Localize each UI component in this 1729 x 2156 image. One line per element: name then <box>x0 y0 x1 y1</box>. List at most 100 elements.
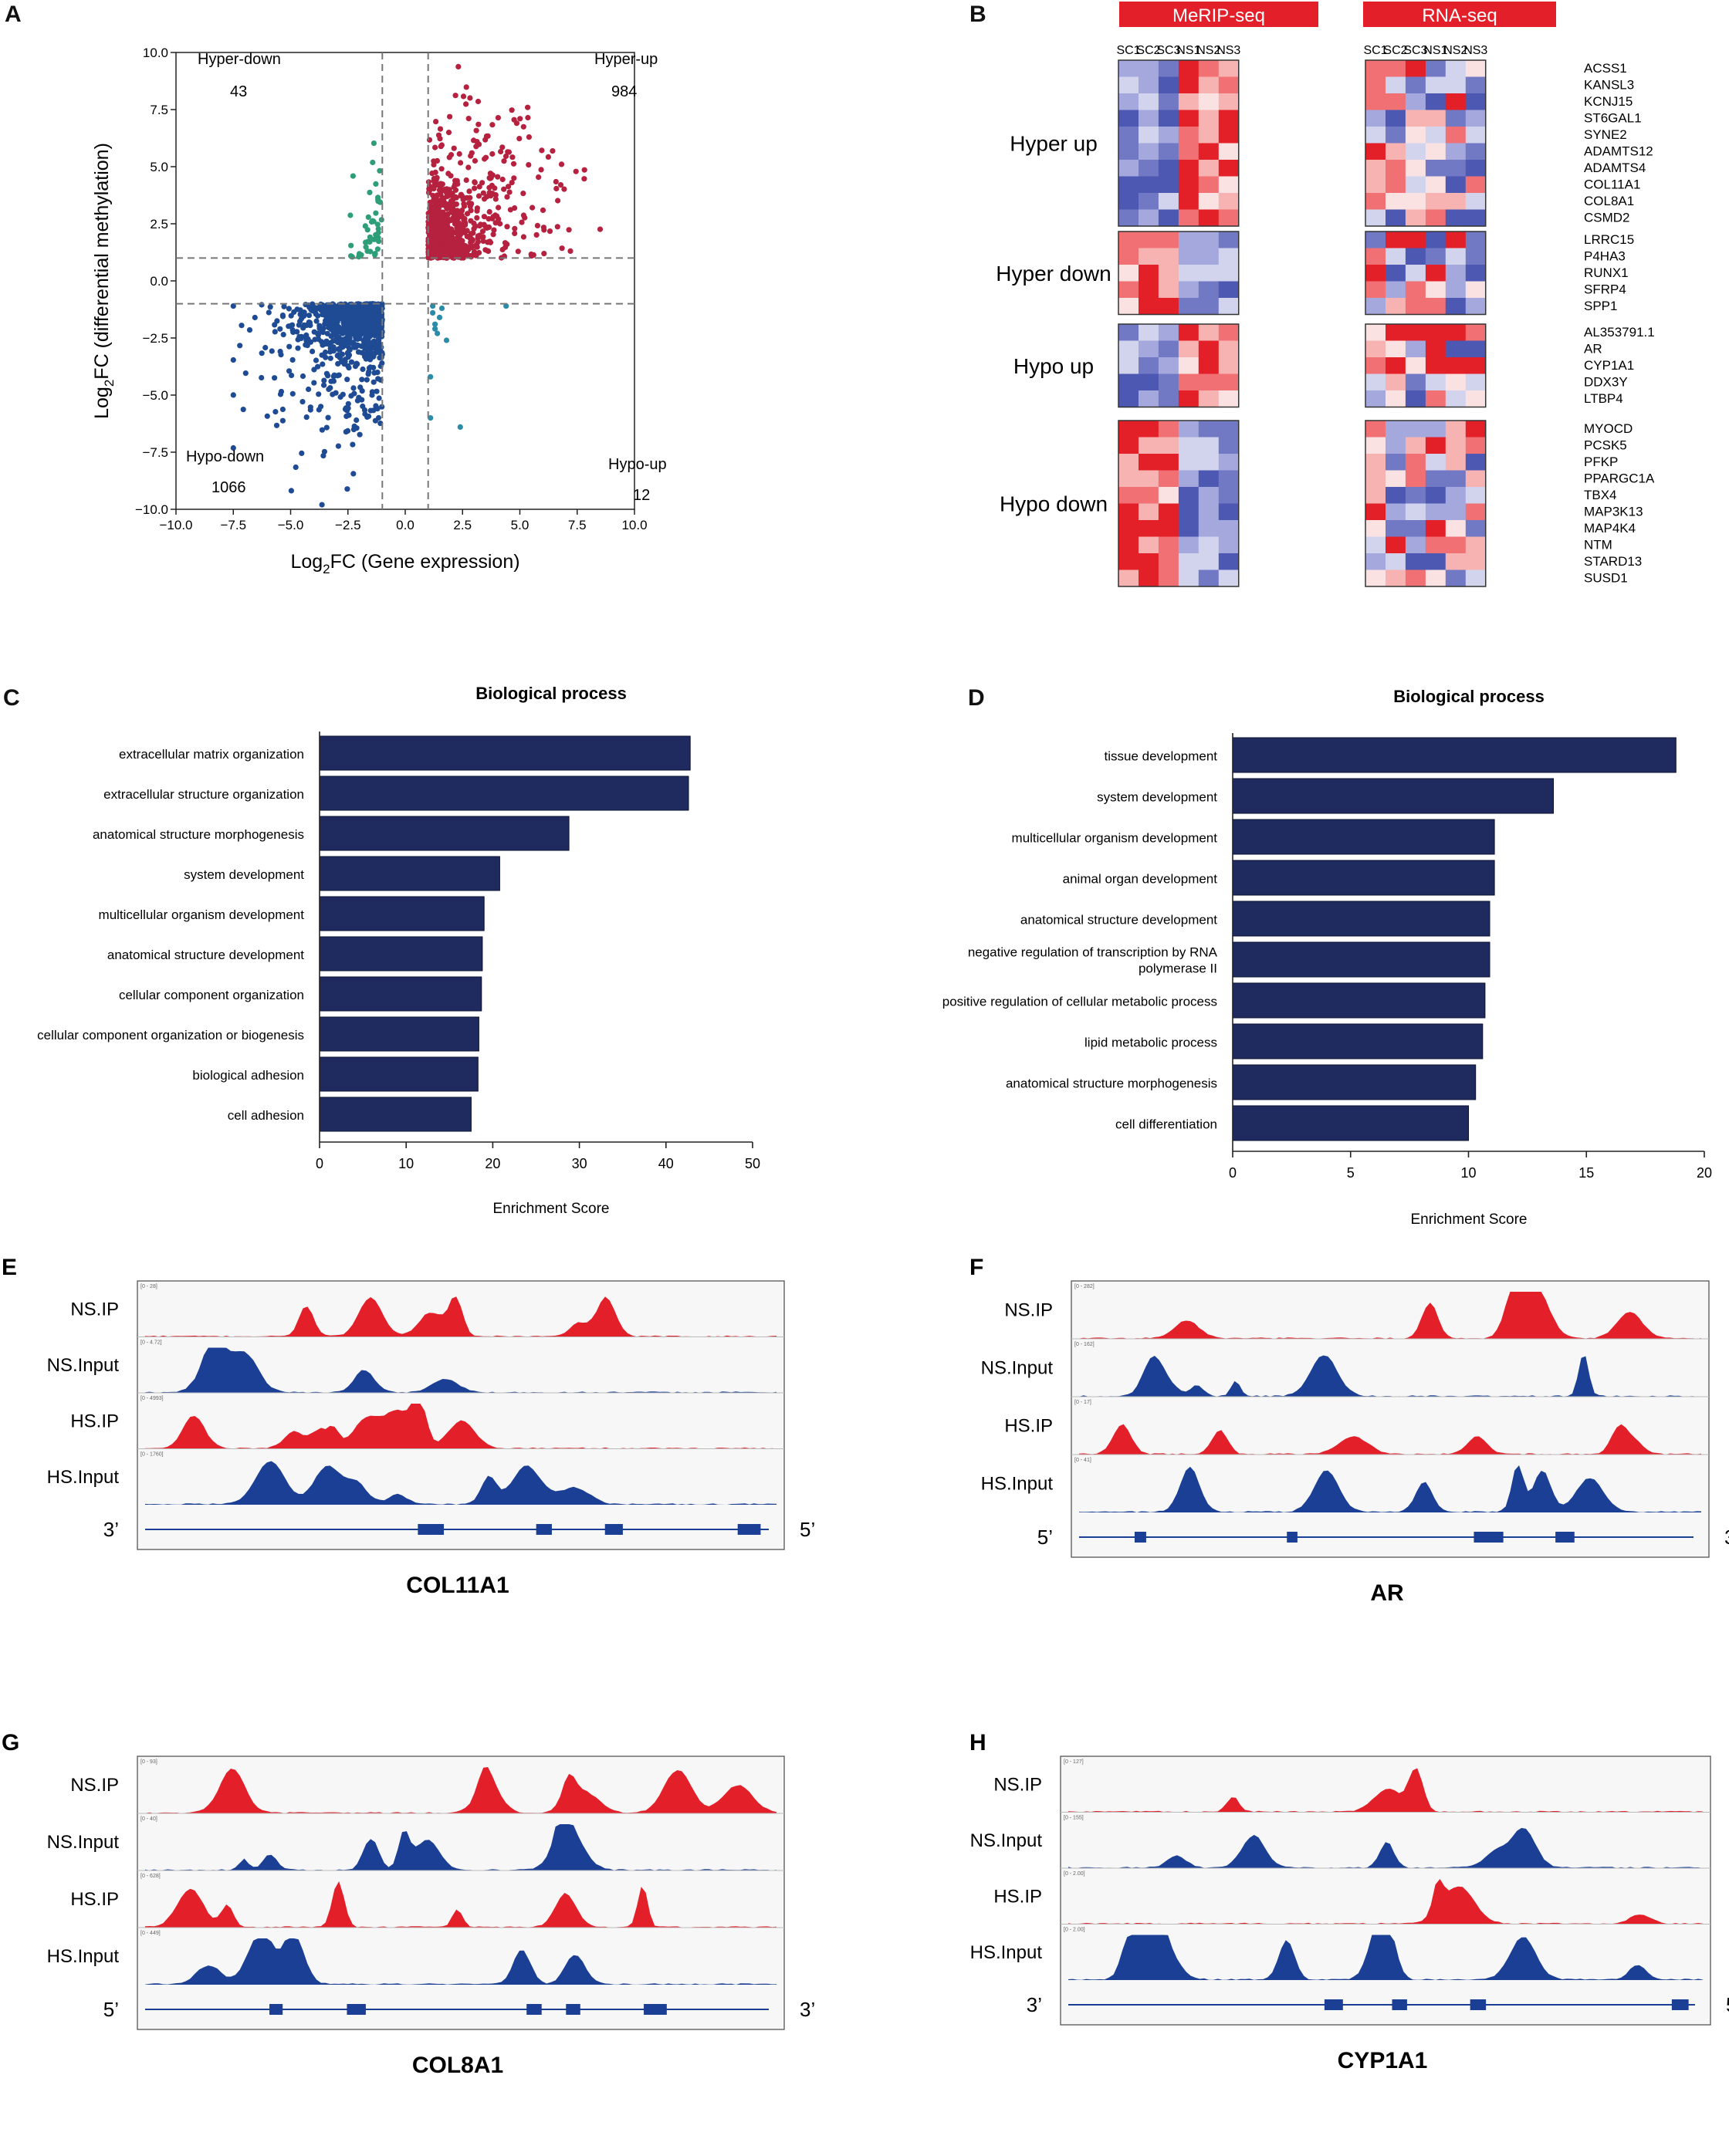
scatter-point <box>533 231 540 238</box>
scatter-point <box>344 486 350 492</box>
strand-end-left: 5’ <box>1037 1526 1053 1549</box>
scatter-point <box>349 254 355 260</box>
scatter-point <box>489 150 496 157</box>
track-row-label: NS.IP <box>70 1775 119 1796</box>
merip-seq-header: MeRIP-seq <box>1172 5 1265 26</box>
scatter-point <box>321 382 327 388</box>
heatmap-cell <box>1118 127 1139 144</box>
scatter-point <box>496 204 502 211</box>
sample-label-rna: SC2 <box>1383 44 1407 57</box>
heatmap-cell <box>1139 470 1159 488</box>
heatmap-cell <box>1118 248 1139 265</box>
scatter-point <box>356 394 362 400</box>
scatter-point <box>495 115 502 121</box>
scatter-point <box>374 388 380 394</box>
scatter-point <box>581 167 587 173</box>
scatter-point <box>455 63 462 69</box>
scatter-point <box>517 116 523 122</box>
scatter-point <box>330 378 337 384</box>
heatmap-cell <box>1118 470 1139 488</box>
heatmap-cell <box>1118 390 1139 408</box>
heatmap-cell <box>1405 340 1426 358</box>
track-row-label: NS.Input <box>970 1830 1043 1851</box>
heatmap-cell <box>1158 454 1179 471</box>
scatter-point <box>364 227 370 233</box>
x-axis-label: Enrichment Score <box>1410 1211 1527 1228</box>
scatter-point <box>286 343 293 350</box>
scatter-point <box>509 180 515 186</box>
scatter-point <box>367 364 374 370</box>
heatmap-cell <box>1405 248 1426 265</box>
heatmap-cell <box>1139 553 1159 571</box>
bar <box>319 976 482 1012</box>
heatmap-cell <box>1158 421 1179 438</box>
heatmap-cell <box>1425 298 1446 316</box>
scatter-point <box>288 313 294 319</box>
strand-end-right: 5’ <box>1726 1993 1729 2016</box>
heatmap-block-border <box>1365 420 1487 587</box>
heatmap-cell <box>1425 390 1446 408</box>
scatter-point <box>432 326 438 332</box>
track-range-label: [0 - 93] <box>140 1759 157 1765</box>
scatter-point <box>443 337 450 343</box>
heatmap-cell <box>1158 209 1179 227</box>
scatter-point <box>373 210 379 216</box>
heatmap-cell <box>1405 421 1426 438</box>
heatmap-cell <box>1386 569 1406 587</box>
scatter-point <box>428 222 434 228</box>
heatmap-cell <box>1158 536 1179 554</box>
heatmap-cell <box>1405 176 1426 194</box>
scatter-point <box>230 357 236 363</box>
scatter-point <box>460 93 467 100</box>
scatter-point <box>379 404 385 410</box>
scatter-point <box>435 245 442 252</box>
heatmap-cell <box>1365 437 1386 455</box>
category-label: tissue development <box>1105 749 1218 764</box>
heatmap-cell <box>1118 520 1139 538</box>
scatter-point <box>545 154 552 160</box>
strand-end-right: 3’ <box>800 1998 815 2021</box>
track-panel-F: F NS.IP [0 - 282] NS.Input [0 - 162] HS.IP [0 … <box>969 1255 1729 1606</box>
panel-letter-C: C <box>3 685 20 711</box>
gene-label: AR <box>1584 342 1602 357</box>
input-signal <box>1079 1355 1701 1397</box>
input-signal <box>1068 1827 1703 1868</box>
heatmap-cell <box>1365 340 1386 358</box>
scatter-point <box>369 389 375 395</box>
heatmap-cell <box>1158 76 1179 94</box>
heatmap-cell <box>1198 160 1220 177</box>
heatmap-cell <box>1118 487 1139 505</box>
bars: extracellular matrix organization extrace… <box>37 732 760 1171</box>
scatter-point <box>355 322 361 328</box>
scatter-axes: −10.0 −7.5 −5.0 −2.5 0.0 2.5 5.0 7.5 10.0 10.0 7.5… <box>135 46 648 532</box>
heatmap-cell <box>1198 110 1220 127</box>
scatter-point <box>336 340 342 346</box>
track-panel-E: E NS.IP [0 - 28] NS.Input [0 - 4.72] HS.IP [0 … <box>2 1255 815 1598</box>
ip-signal <box>145 1404 777 1449</box>
scatter-point <box>472 157 478 164</box>
heatmap-cell <box>1445 265 1467 282</box>
x-axis-label: Log2FC (Gene expression) <box>290 551 519 576</box>
scatter-point <box>377 316 383 323</box>
exon <box>1470 1999 1487 2010</box>
heatmap-cell <box>1118 340 1139 358</box>
heatmap-cell <box>1405 553 1426 571</box>
gene-label: MAP4K4 <box>1584 521 1636 536</box>
scatter-point <box>433 219 439 225</box>
scatter-point <box>301 322 307 328</box>
scatter-point <box>341 336 348 343</box>
quadrant-count-hypo-down: 1066 <box>211 479 246 496</box>
heatmap-cell <box>1218 60 1240 78</box>
scatter-point <box>289 372 295 379</box>
scatter-point <box>259 350 265 357</box>
scatter-point <box>520 212 527 218</box>
heatmap-cell <box>1158 340 1179 358</box>
scatter-point <box>430 309 436 316</box>
scatter-point <box>360 366 366 373</box>
heatmap-cell <box>1158 60 1179 78</box>
scatter-point <box>436 187 442 193</box>
heatmap-cell <box>1198 536 1220 554</box>
heatmap-cell <box>1178 265 1199 282</box>
heatmap-cell <box>1465 209 1487 227</box>
